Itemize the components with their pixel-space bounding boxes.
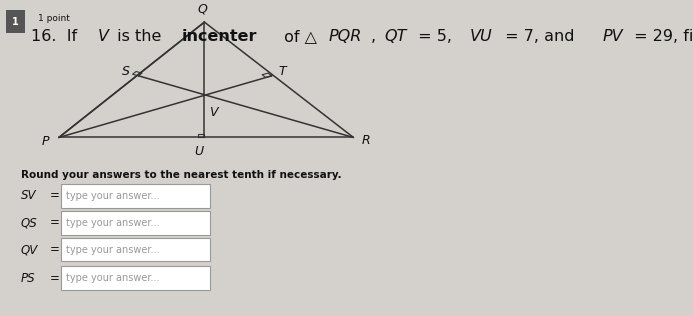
Text: QT: QT	[385, 29, 407, 44]
FancyBboxPatch shape	[61, 211, 210, 234]
Text: S: S	[121, 65, 130, 78]
Text: type your answer...: type your answer...	[66, 273, 159, 283]
Text: PV: PV	[602, 29, 623, 44]
FancyBboxPatch shape	[61, 238, 210, 262]
FancyBboxPatch shape	[6, 10, 25, 33]
Text: =: =	[50, 189, 60, 203]
Text: T: T	[278, 65, 286, 78]
Text: type your answer...: type your answer...	[66, 245, 159, 255]
Text: V: V	[97, 29, 108, 44]
Text: =: =	[50, 271, 60, 285]
Text: VU: VU	[471, 29, 493, 44]
Text: U: U	[194, 145, 204, 158]
Text: =: =	[50, 216, 60, 229]
FancyBboxPatch shape	[61, 266, 210, 290]
Text: P: P	[42, 135, 49, 148]
Text: 16.  If: 16. If	[31, 29, 82, 44]
Text: of △: of △	[279, 29, 317, 44]
Text: incenter: incenter	[182, 29, 257, 44]
Text: QS: QS	[21, 216, 37, 229]
Text: ,: ,	[371, 29, 381, 44]
Text: SV: SV	[21, 189, 36, 203]
Text: type your answer...: type your answer...	[66, 191, 159, 201]
Text: 1: 1	[12, 17, 19, 27]
Text: type your answer...: type your answer...	[66, 218, 159, 228]
Text: = 5,: = 5,	[413, 29, 457, 44]
Text: = 7, and: = 7, and	[500, 29, 579, 44]
Text: Round your answers to the nearest tenth if necessary.: Round your answers to the nearest tenth …	[21, 170, 342, 180]
Text: V: V	[209, 106, 218, 119]
Text: 1 point: 1 point	[38, 15, 70, 23]
Text: PS: PS	[21, 271, 35, 285]
Text: QV: QV	[21, 243, 38, 256]
Text: PQR: PQR	[328, 29, 362, 44]
Text: Q: Q	[198, 3, 207, 16]
Text: is the: is the	[112, 29, 166, 44]
FancyBboxPatch shape	[61, 184, 210, 208]
Text: R: R	[362, 134, 370, 147]
Text: = 29, find each measure.: = 29, find each measure.	[629, 29, 693, 44]
Text: =: =	[50, 243, 60, 256]
